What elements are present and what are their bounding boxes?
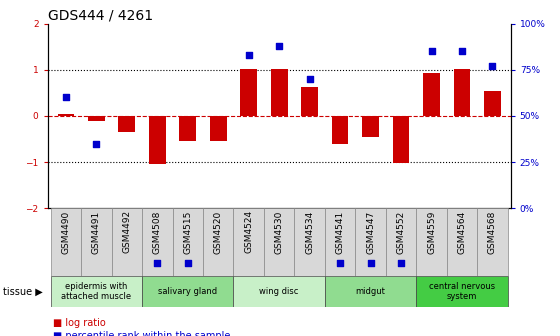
Bar (88, 116, 105, 121)
Bar (393, 116, 409, 163)
Text: ■ percentile rank within the sample: ■ percentile rank within the sample (53, 331, 231, 336)
Bar (172, 208, 203, 276)
Text: GSM4491: GSM4491 (92, 210, 101, 254)
Text: ■ log ratio: ■ log ratio (53, 318, 106, 328)
Text: GSM4515: GSM4515 (183, 210, 192, 254)
Bar (179, 116, 196, 141)
Bar (81, 208, 111, 276)
Text: salivary gland: salivary gland (158, 287, 217, 296)
Bar (118, 116, 135, 132)
Point (92, 141, 101, 146)
Point (335, 261, 344, 266)
Bar (203, 208, 234, 276)
Bar (332, 116, 348, 144)
Bar (477, 208, 508, 276)
Text: GSM4559: GSM4559 (427, 210, 436, 254)
Bar (423, 73, 440, 116)
Text: GSM4552: GSM4552 (396, 210, 405, 254)
Text: GSM4490: GSM4490 (62, 210, 71, 254)
Bar (58, 114, 74, 116)
Bar (356, 208, 386, 276)
Text: GSM4547: GSM4547 (366, 210, 375, 254)
Text: GSM4564: GSM4564 (458, 210, 466, 254)
Point (458, 49, 466, 54)
Text: midgut: midgut (356, 287, 385, 296)
Bar (484, 90, 501, 116)
Bar (142, 276, 234, 307)
Point (274, 43, 283, 48)
Point (366, 261, 375, 266)
Text: GSM4492: GSM4492 (122, 210, 131, 253)
Bar (271, 69, 287, 116)
Text: GSM4568: GSM4568 (488, 210, 497, 254)
Bar (50, 208, 81, 276)
Bar (386, 208, 416, 276)
Bar (416, 276, 508, 307)
Bar (325, 276, 416, 307)
Bar (301, 87, 318, 116)
Point (62, 95, 71, 100)
Bar (149, 116, 166, 164)
Point (153, 261, 162, 266)
Point (305, 76, 314, 82)
Bar (111, 208, 142, 276)
Point (396, 261, 405, 266)
Point (427, 49, 436, 54)
Bar (234, 208, 264, 276)
Text: GSM4508: GSM4508 (153, 210, 162, 254)
Text: GSM4524: GSM4524 (244, 210, 253, 253)
Bar (50, 276, 142, 307)
Bar (325, 208, 356, 276)
Text: GSM4534: GSM4534 (305, 210, 314, 254)
Text: wing disc: wing disc (259, 287, 299, 296)
Bar (416, 208, 447, 276)
Text: central nervous
system: central nervous system (429, 282, 495, 301)
Bar (264, 208, 295, 276)
Bar (454, 69, 470, 116)
Point (488, 63, 497, 69)
Text: tissue ▶: tissue ▶ (3, 287, 43, 296)
Text: epidermis with
attached muscle: epidermis with attached muscle (61, 282, 132, 301)
Bar (295, 208, 325, 276)
Text: GSM4530: GSM4530 (274, 210, 284, 254)
Bar (142, 208, 172, 276)
Point (244, 52, 253, 58)
Point (183, 261, 192, 266)
Bar (362, 116, 379, 137)
Bar (447, 208, 477, 276)
Text: GDS444 / 4261: GDS444 / 4261 (48, 8, 153, 23)
Text: GSM4541: GSM4541 (335, 210, 344, 254)
Bar (210, 116, 227, 141)
Bar (240, 69, 257, 116)
Bar (234, 276, 325, 307)
Text: GSM4520: GSM4520 (214, 210, 223, 254)
